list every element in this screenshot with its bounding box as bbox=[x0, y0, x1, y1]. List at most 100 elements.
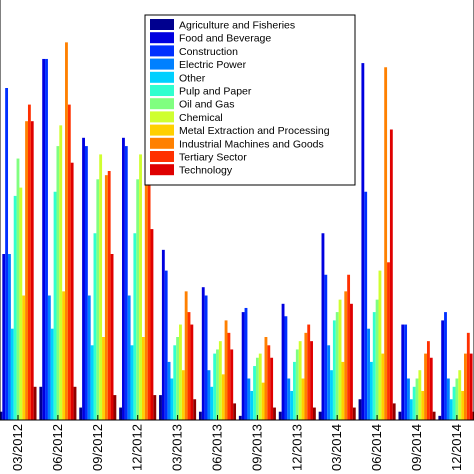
bar bbox=[321, 233, 325, 420]
bar bbox=[93, 233, 97, 420]
bar bbox=[295, 349, 299, 420]
x-tick-label: 09/2014 bbox=[409, 424, 424, 471]
bar bbox=[133, 233, 137, 420]
bar bbox=[244, 307, 248, 420]
bar bbox=[330, 370, 333, 420]
bar bbox=[5, 88, 9, 420]
bar bbox=[204, 295, 208, 420]
x-tick-label: 12/2012 bbox=[130, 424, 145, 471]
bar bbox=[167, 361, 171, 420]
x-tick-label: 09/2012 bbox=[90, 424, 105, 471]
bar bbox=[67, 104, 71, 420]
bar bbox=[341, 361, 345, 420]
bar bbox=[258, 353, 262, 420]
bar bbox=[381, 353, 385, 420]
bar bbox=[159, 395, 162, 420]
legend-swatch bbox=[150, 111, 174, 123]
bar bbox=[469, 353, 473, 420]
bar bbox=[56, 146, 60, 420]
bar bbox=[247, 378, 251, 420]
bar bbox=[438, 415, 442, 420]
bar bbox=[218, 341, 222, 420]
bar bbox=[338, 299, 342, 420]
legend-label: Metal Extraction and Processing bbox=[179, 125, 330, 137]
bar bbox=[398, 411, 402, 420]
bar bbox=[290, 390, 294, 420]
legend-label: Electric Power bbox=[179, 59, 247, 71]
bar bbox=[39, 386, 43, 420]
bar bbox=[153, 395, 157, 420]
bar bbox=[404, 324, 408, 420]
legend-label: Other bbox=[179, 72, 206, 84]
bar bbox=[298, 341, 302, 420]
legend-label: Pulp and Paper bbox=[179, 86, 252, 98]
bar bbox=[150, 229, 154, 420]
bar bbox=[466, 332, 470, 420]
bar bbox=[267, 345, 271, 420]
bar bbox=[472, 411, 474, 420]
bar bbox=[141, 337, 145, 420]
bar bbox=[421, 390, 425, 420]
legend-label: Chemical bbox=[179, 112, 223, 124]
x-tick-label: 03/2013 bbox=[170, 424, 185, 471]
bar bbox=[424, 353, 427, 420]
bar bbox=[42, 58, 46, 420]
bar bbox=[364, 191, 368, 420]
bar bbox=[19, 187, 23, 420]
bar bbox=[187, 312, 191, 420]
legend-swatch bbox=[150, 151, 174, 162]
bar bbox=[392, 403, 396, 420]
bar bbox=[287, 378, 291, 420]
bar bbox=[139, 154, 142, 420]
bar bbox=[407, 378, 410, 420]
bar bbox=[50, 328, 54, 420]
bar bbox=[458, 370, 462, 420]
legend-swatch bbox=[150, 58, 174, 70]
bar bbox=[233, 403, 237, 420]
bar bbox=[59, 125, 63, 420]
legend-label: Industrial Machines and Goods bbox=[179, 138, 324, 150]
bar bbox=[96, 179, 100, 420]
bar bbox=[190, 324, 194, 420]
bar bbox=[452, 386, 456, 420]
bar bbox=[384, 67, 388, 420]
legend-swatch bbox=[150, 124, 174, 136]
bar bbox=[387, 262, 390, 420]
legend-swatch bbox=[150, 32, 174, 44]
bar bbox=[412, 386, 416, 420]
bar bbox=[261, 382, 265, 420]
bar bbox=[210, 386, 214, 420]
bar bbox=[127, 295, 131, 420]
bar bbox=[33, 386, 37, 420]
bar bbox=[79, 407, 83, 420]
legend-label: Food and Beverage bbox=[179, 33, 271, 45]
bar bbox=[464, 353, 467, 420]
legend-swatch bbox=[150, 19, 174, 30]
bar bbox=[213, 353, 217, 420]
bar bbox=[281, 303, 285, 420]
legend-label: Technology bbox=[179, 165, 233, 177]
bar bbox=[87, 295, 91, 420]
bar bbox=[401, 324, 405, 420]
legend-label: Tertiary Sector bbox=[179, 152, 247, 164]
bar bbox=[278, 411, 282, 420]
bar bbox=[161, 249, 165, 420]
bar bbox=[99, 154, 103, 420]
bar bbox=[378, 270, 382, 420]
bar bbox=[224, 320, 228, 420]
bar bbox=[104, 175, 108, 420]
bar bbox=[284, 316, 288, 420]
bar bbox=[53, 191, 57, 420]
bar bbox=[164, 270, 168, 420]
legend-label: Construction bbox=[179, 46, 238, 58]
bar bbox=[307, 324, 311, 420]
bar bbox=[347, 274, 351, 420]
bar bbox=[230, 349, 234, 420]
x-ticks: 03/2012 06/2012 09/2012 12/2012 03/2013 06/20… bbox=[10, 415, 464, 471]
bar bbox=[2, 254, 6, 420]
x-tick-label: 06/2014 bbox=[369, 424, 384, 471]
x-tick-label: 09/2013 bbox=[249, 424, 264, 471]
bar bbox=[369, 361, 373, 420]
bar bbox=[179, 324, 182, 420]
